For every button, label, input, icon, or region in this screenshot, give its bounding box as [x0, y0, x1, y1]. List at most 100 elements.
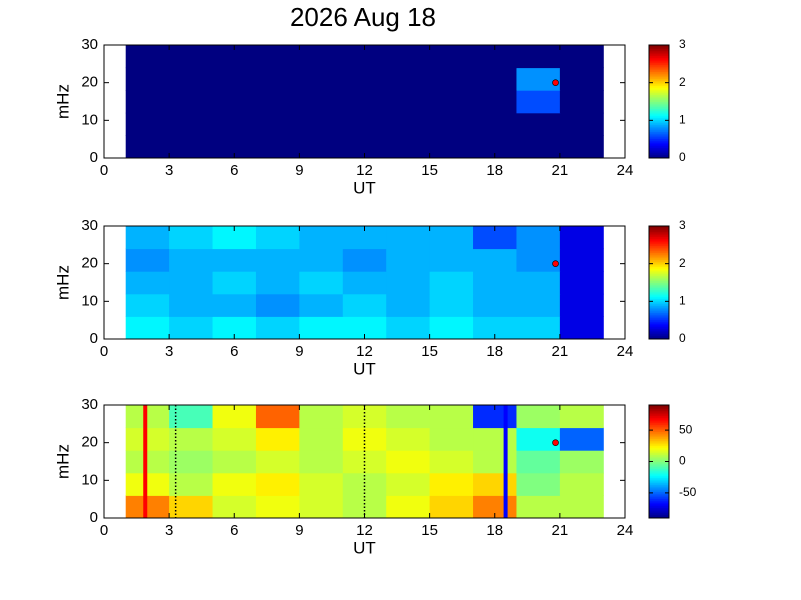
heat-cell [125, 248, 170, 272]
colorbar-swatch [649, 319, 669, 322]
heat-cell [255, 67, 300, 91]
heat-cell [255, 405, 300, 429]
heat-cell [429, 316, 474, 340]
heat-cell [169, 427, 214, 451]
colorbar-swatch [649, 282, 669, 285]
heat-cell [473, 226, 517, 250]
colorbar-swatch [649, 73, 669, 76]
colorbar-swatch [649, 417, 669, 420]
heat-cell [125, 67, 170, 91]
colorbar-swatch [649, 296, 669, 299]
colorbar-box [648, 44, 670, 159]
heat-cell [342, 112, 387, 136]
heat-cell [299, 248, 344, 272]
heat-cell [169, 90, 214, 114]
colorbar-swatch [649, 94, 669, 97]
colorbar-swatch [649, 105, 669, 108]
heat-cell [125, 472, 170, 496]
colorbar-swatch [649, 250, 669, 253]
colorbar-swatch [649, 103, 669, 106]
colorbar-swatch [649, 491, 669, 494]
heat-cell [473, 67, 517, 91]
x-tick-label: 12 [356, 343, 373, 360]
heat-cell [516, 248, 561, 272]
colorbar-swatch [649, 147, 669, 150]
colorbar-swatch [649, 449, 669, 452]
colorbar-swatch [649, 289, 669, 292]
heat-cell [386, 316, 431, 340]
colorbar-swatch [649, 463, 669, 466]
heat-cell [255, 45, 300, 69]
colorbar-swatch [649, 48, 669, 51]
colorbar-swatch [649, 241, 669, 245]
x-tick-label: 9 [295, 162, 303, 179]
x-tick-label: 3 [165, 162, 173, 179]
heat-cell [342, 226, 387, 250]
heat-cell [125, 450, 170, 474]
colorbar-swatch [649, 138, 669, 141]
y-axis-label: mHz [53, 444, 72, 479]
colorbar-tick-label: 2 [679, 256, 686, 270]
colorbar-swatch [649, 129, 669, 133]
heat-cell [255, 293, 300, 317]
marker [552, 439, 559, 446]
colorbar-swatch [649, 60, 669, 64]
heat-cell [299, 135, 344, 159]
heat-cell [516, 135, 561, 159]
colorbar-swatch [649, 314, 669, 317]
heat-cell [473, 45, 517, 69]
colorbar-swatch [649, 110, 669, 113]
colorbar-swatch [649, 487, 669, 491]
colorbar-swatch [649, 277, 669, 280]
heat-cell [559, 271, 604, 295]
heat-cell [255, 427, 300, 451]
colorbar-swatch [649, 300, 669, 303]
colorbar-swatch [649, 415, 669, 418]
x-tick-label: 15 [421, 162, 438, 179]
heat-cell [473, 450, 517, 474]
colorbar-box [648, 225, 670, 340]
heat-cell [299, 271, 344, 295]
heat-cell [516, 226, 561, 250]
heat-cell [559, 67, 604, 91]
colorbar-swatch [649, 140, 669, 143]
heat-cell [212, 271, 257, 295]
heat-cell [212, 293, 257, 317]
colorbar-swatch [649, 484, 669, 487]
heat-cell [386, 67, 431, 91]
colorbar-swatch [649, 500, 669, 503]
x-tick-label: 6 [230, 522, 238, 539]
heat-cell [125, 271, 170, 295]
heat-cell [516, 293, 561, 317]
colorbar-swatch [649, 227, 669, 231]
y-tick-label: 30 [81, 396, 98, 413]
colorbar-swatch [649, 234, 669, 238]
x-tick-label: 6 [230, 343, 238, 360]
heat-cell [473, 472, 517, 496]
heat-cell [429, 67, 474, 91]
x-tick-label: 0 [100, 343, 108, 360]
colorbar-swatch [649, 268, 669, 271]
y-axis-label: mHz [53, 84, 72, 119]
colorbar-swatch [649, 486, 669, 489]
y-axis-label: mHz [53, 265, 72, 300]
colorbar-swatch [649, 80, 669, 83]
colorbar-swatch [649, 122, 669, 125]
colorbar-tick-label: 3 [679, 218, 686, 232]
colorbar-swatch [649, 510, 669, 514]
heat-cell [559, 90, 604, 114]
colorbar-swatch [649, 266, 669, 269]
colorbar-swatch [649, 310, 669, 314]
x-tick-label: 12 [356, 162, 373, 179]
y-tick-label: 0 [90, 330, 98, 347]
colorbar-swatch [649, 512, 669, 515]
colorbar-swatch [649, 92, 669, 95]
heat-cell [516, 495, 561, 519]
colorbar-swatch [649, 82, 669, 85]
marker [552, 79, 559, 86]
colorbar-swatch [649, 55, 669, 58]
colorbar-swatch [649, 112, 669, 115]
x-tick-label: 24 [617, 162, 634, 179]
heat-cell [559, 135, 604, 159]
colorbar-swatch [649, 229, 669, 232]
